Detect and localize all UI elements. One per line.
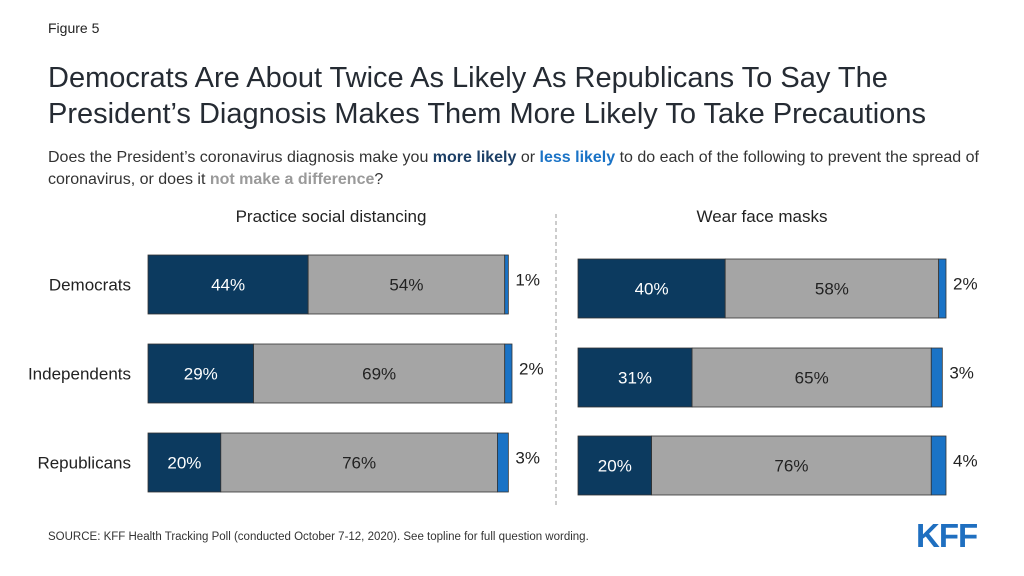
data-label: 4% [953,452,978,471]
bar-segment [577,347,693,408]
question-no-difference: not make a difference [209,171,375,188]
question-text-4: ? [374,171,384,188]
bar-segment [938,258,947,319]
bar-segment [577,435,652,496]
bar-segment [651,435,932,496]
bar-segment [504,254,509,315]
data-label: 2% [953,275,978,294]
question-text-1: Does the President’s coronavirus diagnos… [48,149,433,166]
row-label: Republicans [37,454,131,473]
data-label: 29% [184,365,218,384]
data-label: 2% [519,360,544,379]
kff-logo: KFF [916,517,978,554]
data-label: 76% [342,454,376,473]
data-label: 3% [949,364,974,383]
bar-segment [504,343,513,404]
data-label: 65% [795,369,829,388]
source-note: SOURCE: KFF Health Tracking Poll (conduc… [48,531,589,543]
data-label: 40% [635,280,669,299]
question-text-3: to do each of the following to prevent t… [48,149,979,188]
bar-segment [691,347,932,408]
row-label: Democrats [49,276,131,295]
data-label: 69% [362,365,396,384]
figure-label: Figure 5 [48,20,100,36]
bar-segment [253,343,506,404]
bar-segment [930,435,947,496]
bar-segment [147,343,254,404]
bar-segment [147,254,309,315]
panel-title: Practice social distancing [236,207,427,226]
data-label: 20% [167,454,201,473]
data-label: 44% [211,276,245,295]
data-label: 1% [515,271,540,290]
data-label: 58% [815,280,849,299]
survey-question: Does the President’s coronavirus diagnos… [48,147,1008,191]
data-label: 76% [774,457,808,476]
bar-segment [577,258,726,319]
chart-title: Democrats Are About Twice As Likely As R… [48,62,926,130]
question-more-likely: more likely [432,149,517,166]
bar-segment [930,347,943,408]
bar-segment [724,258,940,319]
bar-segment [147,432,222,493]
panel-title: Wear face masks [696,207,827,226]
row-label: Independents [28,365,131,384]
question-less-likely: less likely [539,149,616,166]
data-label: 3% [515,449,540,468]
data-label: 31% [618,369,652,388]
bar-segment [497,432,509,493]
data-label: 54% [389,276,423,295]
question-text-2: or [516,149,540,166]
bar-segment [307,254,506,315]
data-label: 20% [598,457,632,476]
